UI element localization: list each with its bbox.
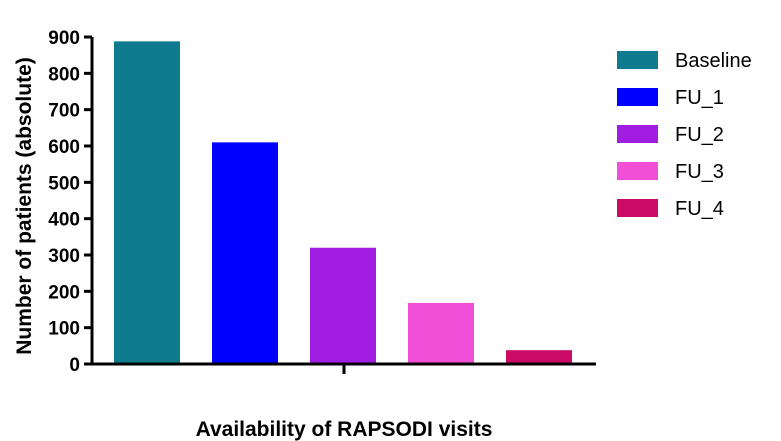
bar-fu-4 bbox=[506, 350, 572, 364]
y-tick-label: 400 bbox=[48, 210, 80, 231]
y-tick-label: 0 bbox=[69, 355, 80, 376]
bar-baseline bbox=[114, 41, 180, 365]
legend-swatch-fu-3 bbox=[617, 162, 658, 180]
bar-fu-1 bbox=[212, 142, 278, 364]
y-axis-title: Number of patients (absolute) bbox=[13, 57, 36, 355]
legend-swatch-fu-4 bbox=[617, 199, 658, 217]
y-tick-label: 300 bbox=[48, 246, 80, 267]
bars-group bbox=[114, 41, 572, 365]
y-tick-label: 100 bbox=[48, 319, 80, 340]
y-tick-label: 800 bbox=[48, 64, 80, 85]
bar-fu-3 bbox=[408, 302, 474, 364]
legend-label-fu-3: FU_3 bbox=[675, 161, 724, 183]
y-axis: 0 100 200 300 400 500 600 700 800 900 bbox=[48, 28, 94, 376]
legend-label-fu-2: FU_2 bbox=[675, 124, 724, 146]
legend-swatch-fu-1 bbox=[617, 88, 658, 106]
x-axis-title: Availability of RAPSODI visits bbox=[196, 418, 493, 441]
y-tick-label: 500 bbox=[48, 173, 80, 194]
legend-label-fu-4: FU_4 bbox=[675, 198, 724, 220]
legend-swatch-baseline bbox=[617, 51, 658, 69]
y-tick-label: 200 bbox=[48, 282, 80, 303]
y-tick-label: 700 bbox=[48, 101, 80, 122]
x-axis bbox=[90, 362, 596, 374]
legend-label-fu-1: FU_1 bbox=[675, 87, 724, 109]
legend: Baseline FU_1 FU_2 FU_3 FU_4 bbox=[617, 50, 752, 220]
legend-swatch-fu-2 bbox=[617, 125, 658, 143]
y-tick-label: 600 bbox=[48, 137, 80, 158]
y-tick-label: 900 bbox=[48, 28, 80, 49]
legend-label-baseline: Baseline bbox=[675, 50, 752, 72]
bar-fu-2 bbox=[310, 247, 376, 364]
